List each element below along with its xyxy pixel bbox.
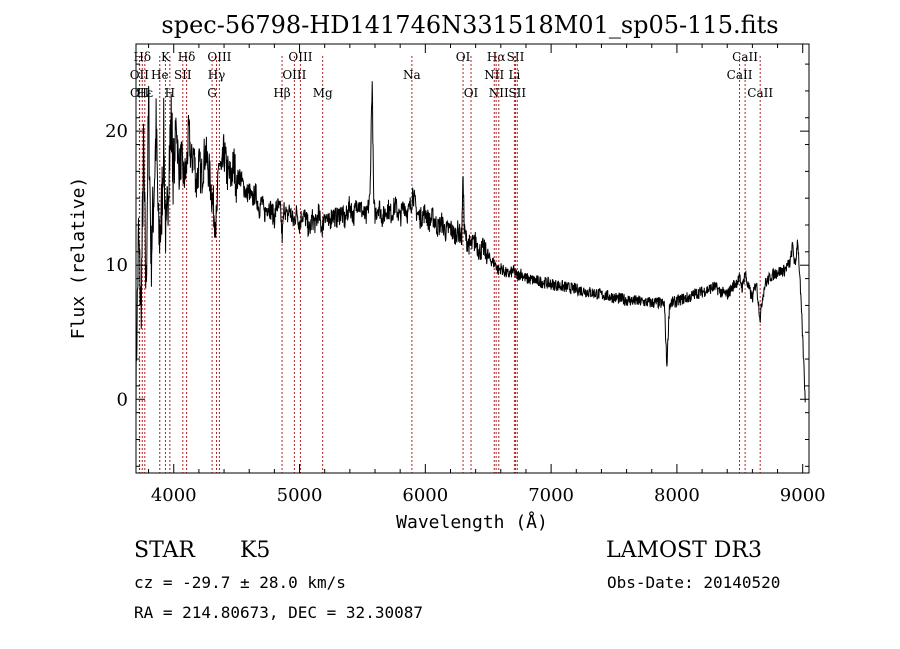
line-marker-label: Hδ (178, 50, 196, 64)
coordinates: RA = 214.80673, DEC = 32.30087 (134, 603, 423, 622)
object-subclass: K5 (240, 538, 271, 563)
line-marker-label: SII (507, 50, 525, 64)
axes: 4000 5000 6000 7000 8000 9000 0 10 20 (105, 44, 826, 506)
line-marker-label: Hα (487, 50, 506, 64)
flux-line (135, 81, 806, 420)
plot-frame (135, 43, 810, 474)
chart-title: spec-56798-HD141746N331518M01_sp05-115.f… (161, 11, 778, 39)
line-marker-label: NII (484, 68, 504, 82)
line-marker-label: OIII (207, 50, 231, 64)
x-tick-label: 8000 (654, 485, 700, 506)
line-marker-label: NII (489, 86, 509, 100)
survey-name: LAMOST DR3 (606, 538, 762, 563)
line-marker-label: OIII (282, 68, 306, 82)
x-tick-label: 5000 (277, 485, 323, 506)
line-marker-label: H (165, 86, 175, 100)
line-marker-label: Hβ (273, 86, 290, 100)
line-marker-label: Hε (136, 86, 153, 100)
line-marker-label: OI (464, 86, 479, 100)
line-marker-label: SII (174, 68, 192, 82)
y-tick-label: 10 (105, 255, 128, 276)
line-marker-label: Hγ (208, 68, 226, 82)
line-marker-label: CaII (727, 68, 753, 82)
line-marker-label: G (207, 86, 217, 100)
line-marker-label: He (151, 68, 169, 82)
line-marker-label: CaII (747, 86, 773, 100)
line-marker-label: K (161, 50, 171, 64)
line-marker-label: CaII (732, 50, 758, 64)
flux-series (135, 81, 806, 420)
x-tick-label: 6000 (402, 485, 448, 506)
line-marker-label: OIII (288, 50, 312, 64)
x-tick-label: 7000 (528, 485, 574, 506)
y-tick-label: 20 (105, 121, 128, 142)
line-marker-label: SII (508, 86, 526, 100)
object-class: STAR (134, 538, 195, 563)
x-tick-label: 9000 (780, 485, 826, 506)
line-marker-label: Hδ (133, 50, 151, 64)
redshift-info: cz = -29.7 ± 28.0 km/s (134, 573, 346, 592)
line-marker-label: OI (456, 50, 471, 64)
y-axis-label: Flux (relative) (68, 177, 89, 340)
line-marker-label: Na (403, 68, 421, 82)
y-tick-label: 0 (117, 389, 128, 410)
obs-date: Obs-Date: 20140520 (607, 573, 781, 592)
line-marker-label: Mg (313, 86, 333, 100)
line-marker-label: OII (130, 68, 150, 82)
x-axis-label: Wavelength (Å) (396, 511, 548, 533)
x-tick-label: 4000 (151, 485, 197, 506)
line-marker-label: Li (508, 68, 520, 82)
